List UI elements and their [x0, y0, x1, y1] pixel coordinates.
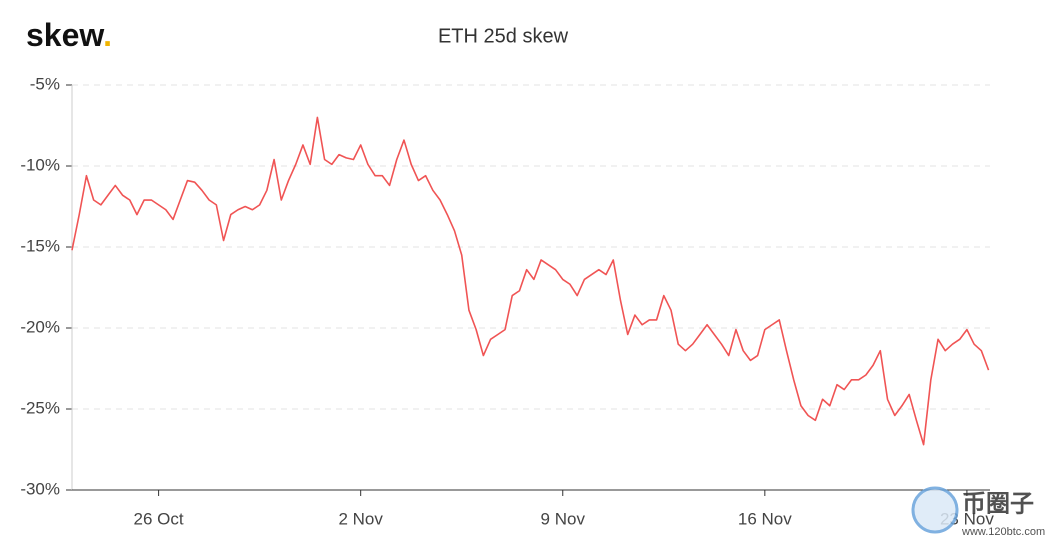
x-tick-label: 9 Nov [541, 509, 586, 528]
y-tick-label: -15% [20, 236, 60, 255]
x-tick-label: 16 Nov [738, 509, 792, 528]
y-tick-label: -5% [30, 74, 60, 93]
watermark-url: www.120btc.com [961, 526, 1045, 538]
y-tick-label: -20% [20, 317, 60, 336]
logo-dot: . [103, 17, 112, 53]
logo-text: skew [26, 17, 104, 53]
watermark-icon [911, 486, 959, 534]
y-tick-label: -10% [20, 155, 60, 174]
watermark: 币圈子 www.120btc.com [911, 486, 1045, 538]
chart-title: ETH 25d skew [438, 25, 569, 47]
data-line [71, 116, 990, 446]
x-tick-label: 2 Nov [338, 509, 383, 528]
y-tick-label: -30% [20, 479, 60, 498]
y-tick-label: -25% [20, 398, 60, 417]
logo: skew. [26, 17, 112, 53]
x-tick-label: 26 Oct [134, 509, 184, 528]
watermark-text: 币圈子 [962, 490, 1034, 517]
